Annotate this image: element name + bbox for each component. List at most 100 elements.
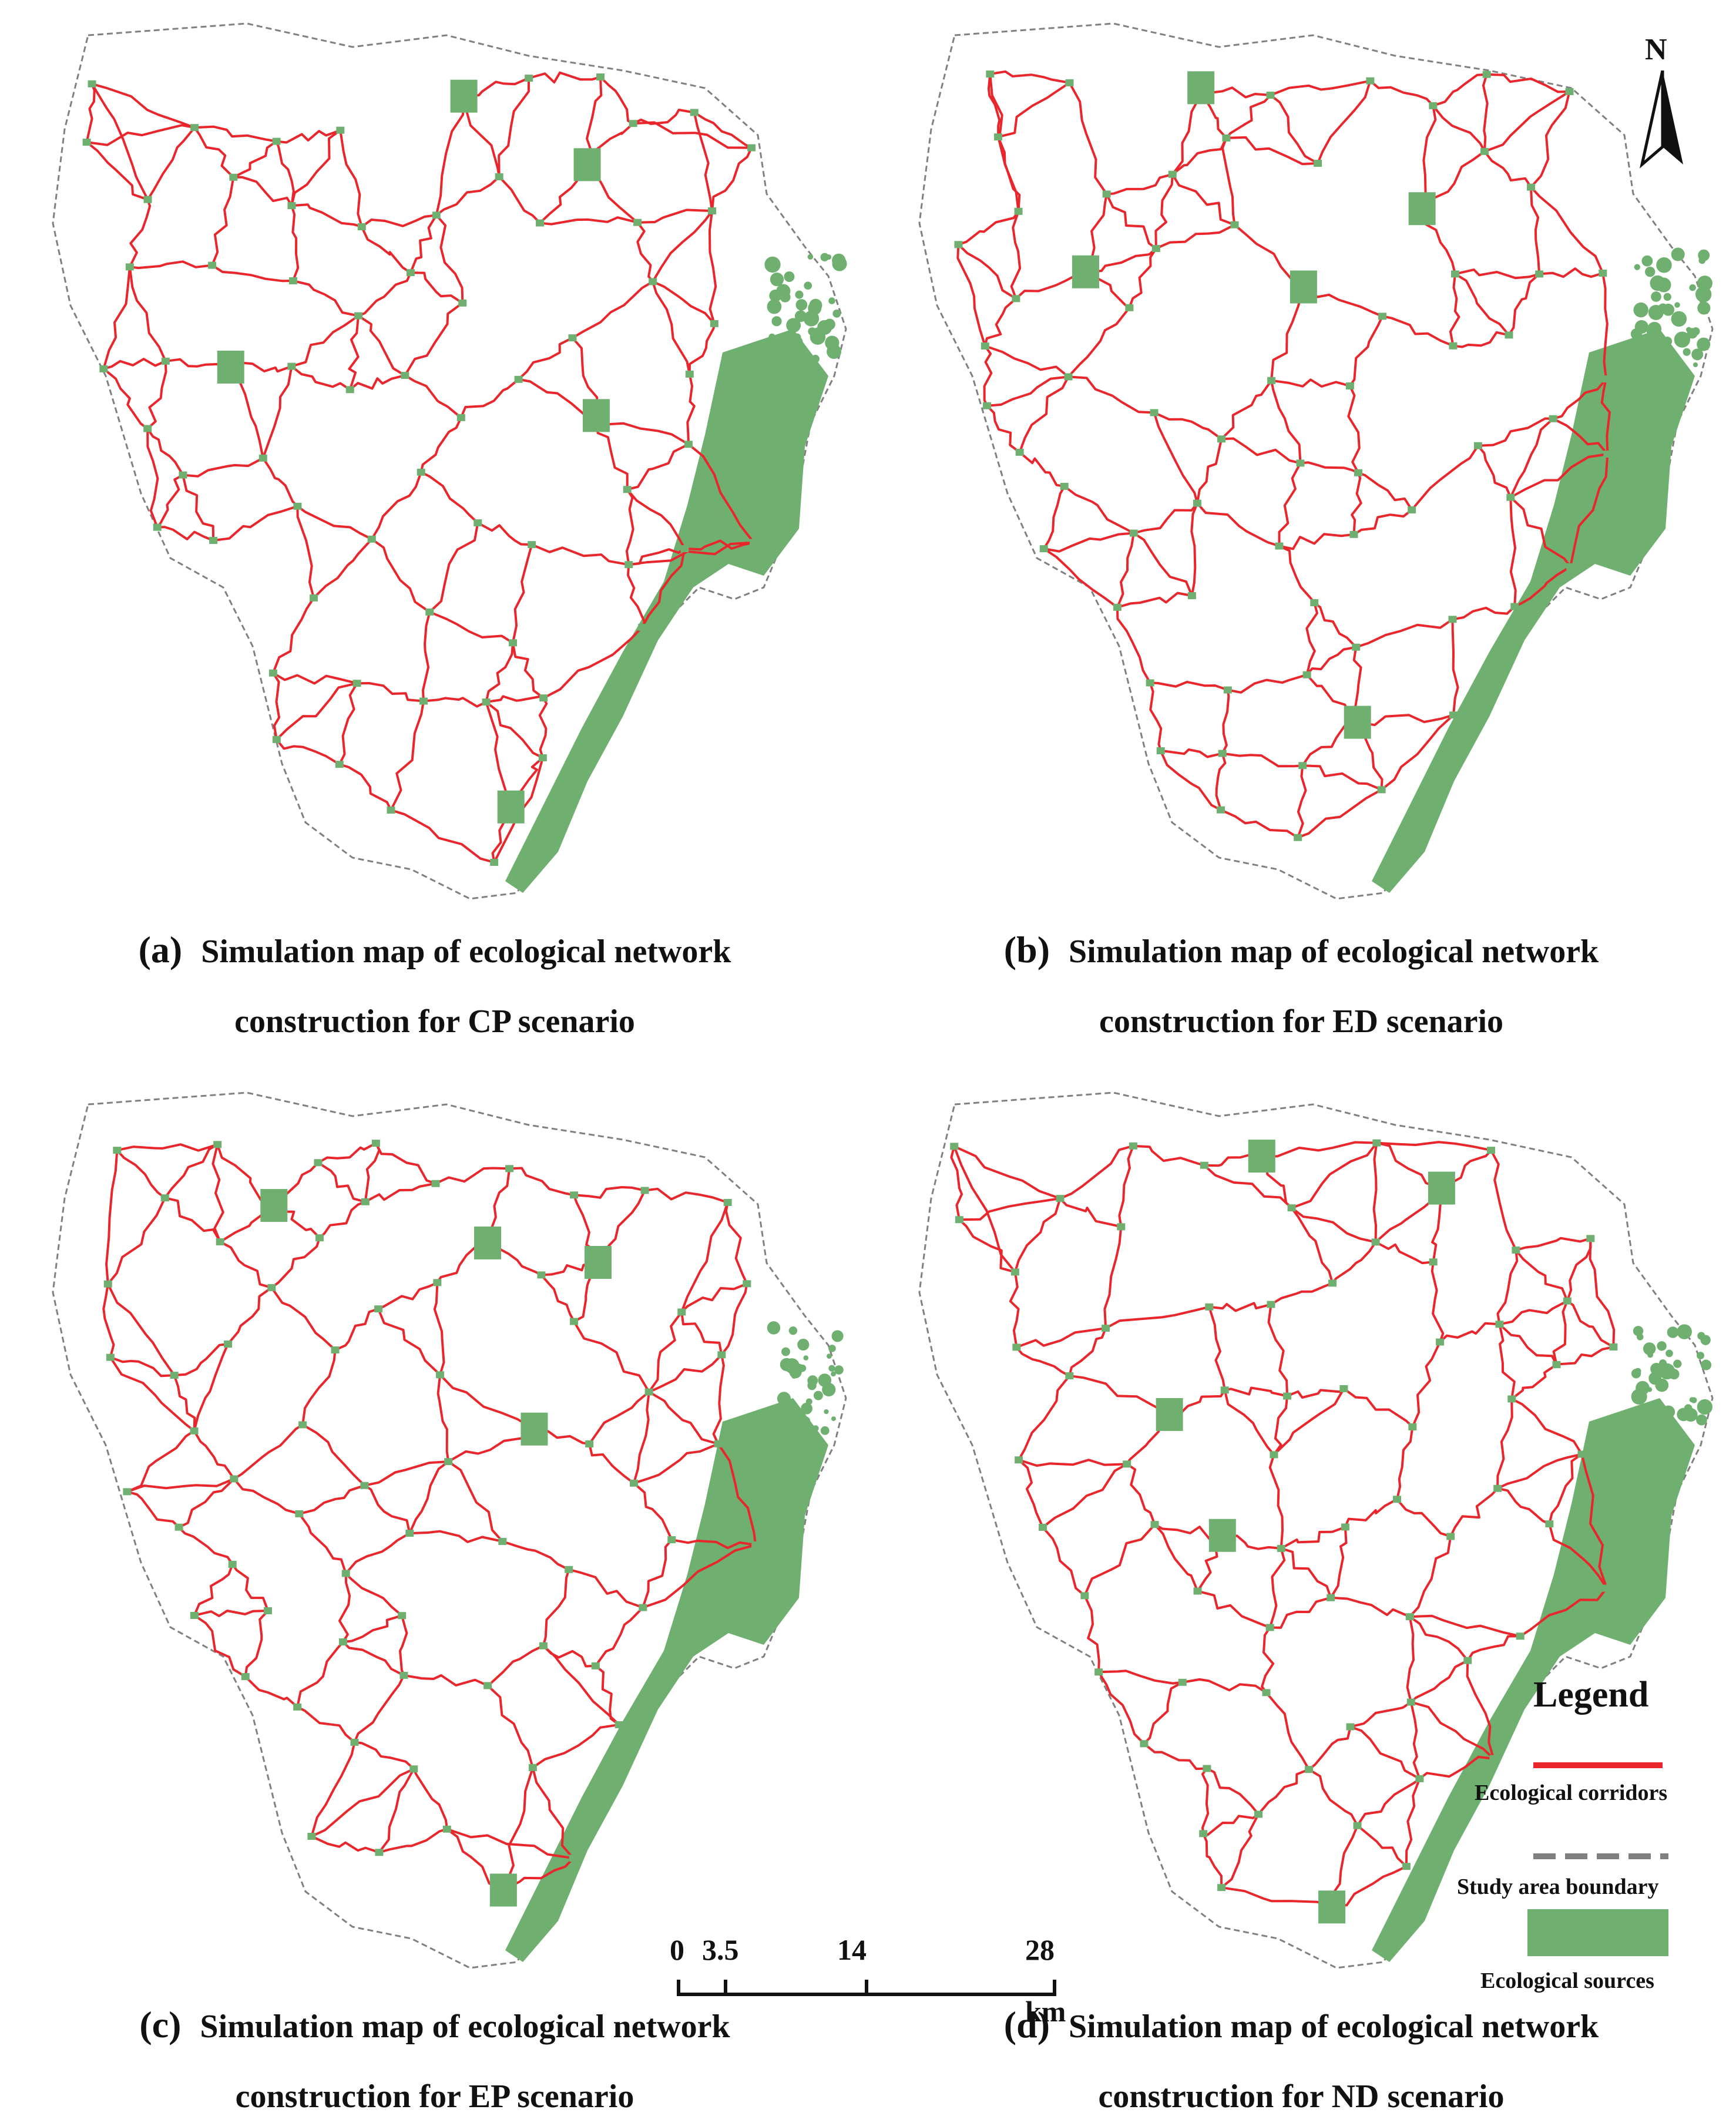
ecological-source-island [1697, 1399, 1713, 1415]
ecological-corridor [1329, 1527, 1348, 1598]
ecological-source-patch [1267, 1301, 1275, 1308]
ecological-corridor [648, 1311, 683, 1393]
ecological-corridor [1278, 545, 1315, 604]
ecological-source-patch [1203, 1765, 1211, 1772]
ecological-corridor [1196, 438, 1223, 503]
ecological-corridor [1451, 619, 1459, 715]
ecological-corridor [1300, 461, 1359, 474]
ecological-corridor [1201, 1768, 1210, 1834]
ecological-corridor [1589, 1238, 1616, 1348]
ecological-source-island [805, 1398, 812, 1405]
ecological-source-island [1697, 337, 1711, 351]
ecological-source-patch [1140, 1740, 1149, 1748]
ecological-source-patch [458, 299, 467, 307]
ecological-source-coastal [1372, 329, 1695, 893]
ecological-source-patch [1102, 1325, 1110, 1332]
ecological-corridor [595, 414, 690, 446]
ecological-source-patch [409, 1765, 418, 1773]
ecological-source-island [795, 299, 808, 311]
ecological-source-island [807, 1380, 817, 1390]
ecological-source-patch [1507, 1395, 1516, 1403]
ecological-corridor [435, 96, 465, 216]
ecological-corridor [686, 374, 696, 445]
ecological-source-patch [498, 1538, 507, 1546]
ecological-corridor [298, 1513, 347, 1574]
ecological-corridor [1317, 80, 1372, 164]
ecological-source-patch [714, 1440, 723, 1447]
ecological-corridor [1350, 1701, 1412, 1728]
ecological-corridor [1497, 1453, 1582, 1490]
ecological-corridor [625, 489, 634, 565]
ecological-corridor [595, 1607, 644, 1667]
ecological-source-island [824, 318, 835, 330]
ecological-source-island [1630, 328, 1643, 340]
ecological-source-island [1697, 301, 1711, 315]
ecological-corridor [1097, 1671, 1145, 1745]
ecological-source-patch [436, 1371, 445, 1379]
ecological-source-island [777, 1392, 791, 1406]
caption-line1-c: Simulation map of ecological network [200, 2008, 730, 2045]
ecological-corridor [1202, 1833, 1223, 1888]
ecological-corridor [1358, 471, 1413, 511]
ecological-corridor [1372, 1143, 1378, 1242]
ecological-corridor [103, 358, 166, 370]
ecological-source-island [1671, 247, 1685, 261]
ecological-source-patch [1599, 269, 1607, 277]
ecological-corridor [637, 209, 713, 224]
ecological-source-patch [1151, 245, 1160, 253]
ecological-source-patch [260, 1189, 288, 1222]
ecological-source-island [1697, 1332, 1705, 1340]
ecological-corridor [680, 1282, 748, 1313]
ecological-corridor [378, 1828, 448, 1854]
ecological-source-island [1691, 327, 1700, 335]
ecological-corridor [1499, 1299, 1568, 1326]
ecological-source-island [769, 289, 782, 302]
ecological-corridor [419, 417, 462, 473]
ecological-corridor [486, 695, 544, 703]
ecological-corridor [1514, 565, 1572, 608]
ecological-source-patch [1146, 679, 1154, 687]
map-panel-a: (a) Simulation map of ecological network… [0, 0, 869, 1046]
ecological-source-island [809, 298, 822, 312]
ecological-corridor [477, 522, 532, 546]
ecological-source-island [795, 290, 804, 299]
ecological-source-patch [633, 219, 642, 226]
ecological-corridor [409, 1530, 503, 1543]
ecological-corridor [109, 1356, 195, 1432]
ecological-corridor [291, 365, 351, 391]
ecological-source-patch [1393, 1496, 1402, 1503]
ecological-corridor [1509, 497, 1517, 607]
ecological-corridor [399, 1615, 408, 1676]
ecological-source-island [1657, 311, 1662, 316]
ecological-source-patch [1565, 88, 1574, 95]
ecological-corridor [1043, 532, 1134, 553]
ecological-corridor [301, 1349, 337, 1425]
ecological-corridor [1509, 496, 1572, 567]
ecological-corridor [357, 682, 424, 703]
ecological-corridor [364, 1460, 449, 1487]
ecological-corridor [1497, 1487, 1550, 1525]
ecological-corridor [1556, 1346, 1614, 1366]
ecological-corridor [1484, 90, 1570, 153]
ecological-source-patch [425, 608, 434, 616]
ecological-source-patch [1015, 448, 1024, 456]
ecological-corridor [1015, 1346, 1070, 1377]
ecological-source-patch [293, 1703, 302, 1711]
ecological-corridor [485, 701, 543, 759]
ecological-corridor [272, 671, 358, 685]
ecological-corridor [1297, 765, 1307, 838]
ecological-corridor [126, 1490, 180, 1529]
ecological-corridor [338, 1573, 351, 1643]
ecological-corridor [542, 1645, 620, 1726]
ecological-corridor [543, 626, 643, 699]
ecological-corridor [1143, 1742, 1207, 1771]
ecological-corridor [1208, 1306, 1226, 1390]
ecological-source-patch [442, 1825, 451, 1833]
ecological-corridor [423, 697, 487, 708]
ecological-corridor [1069, 1375, 1170, 1416]
ecological-source-patch [1265, 1624, 1274, 1631]
ecological-source-patch [528, 541, 536, 549]
ecological-source-patch [1603, 451, 1612, 458]
ecological-corridor [633, 1392, 650, 1484]
ecological-source-patch [1506, 493, 1515, 501]
